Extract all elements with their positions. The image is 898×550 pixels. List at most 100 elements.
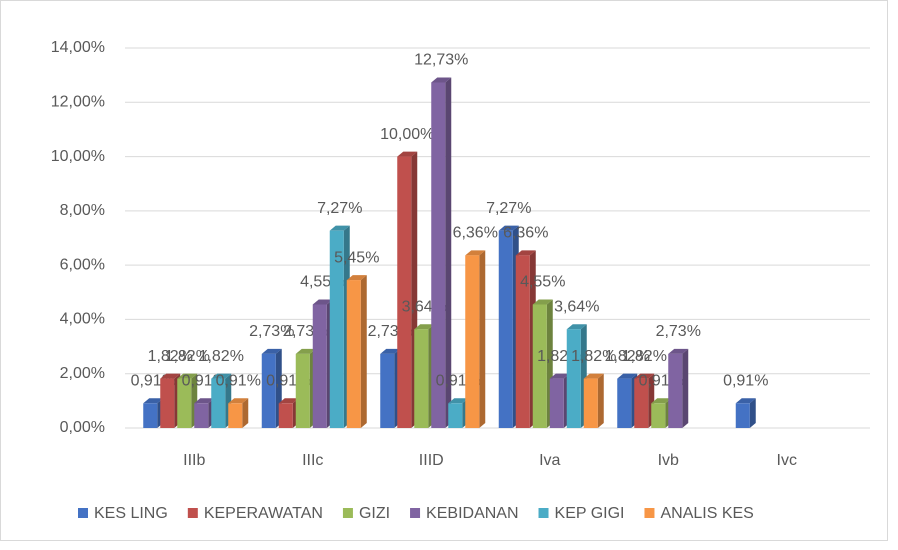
x-tick-label: IIIc — [302, 452, 323, 469]
bar — [228, 403, 243, 428]
bar-top — [346, 275, 367, 281]
data-label: 1,82% — [199, 348, 244, 365]
data-label: 6,36% — [453, 225, 498, 242]
bar-side — [360, 275, 367, 428]
x-tick-label: IIIb — [183, 452, 205, 469]
bar — [397, 156, 412, 429]
bar-top — [634, 373, 655, 379]
bar — [329, 230, 344, 428]
bar — [498, 230, 513, 428]
bar — [515, 255, 530, 428]
bar-top — [380, 348, 401, 354]
bar-top — [549, 373, 570, 379]
y-tick-label: 2,00% — [60, 365, 105, 382]
data-label: 7,27% — [317, 200, 362, 217]
bar-side — [445, 77, 452, 428]
y-tick-label: 6,00% — [60, 256, 105, 273]
bar-top — [617, 373, 638, 379]
bar — [448, 403, 463, 428]
data-label: 0,91% — [216, 373, 261, 390]
bar-top — [194, 398, 215, 404]
legend-swatch — [187, 508, 198, 518]
legend-label: KEP GIGI — [555, 505, 625, 522]
bar — [668, 353, 683, 428]
bar — [465, 255, 480, 428]
bar-top — [498, 225, 519, 231]
bar — [735, 403, 750, 428]
data-label: 4,55% — [520, 274, 565, 291]
bar-top — [177, 373, 198, 379]
data-label: 5,45% — [334, 249, 379, 266]
bar-top — [431, 77, 452, 83]
legend-swatch — [644, 508, 655, 518]
bar — [278, 403, 293, 428]
bar — [346, 280, 361, 428]
data-label: 7,27% — [486, 200, 531, 217]
bar-top — [515, 250, 536, 256]
bar — [160, 378, 175, 428]
legend-label: KEPERAWATAN — [204, 505, 323, 522]
legend-swatch — [78, 508, 88, 518]
bar-top — [448, 398, 469, 404]
bar — [194, 403, 209, 428]
legend-label: KES LING — [94, 505, 168, 522]
bar-top — [278, 398, 299, 404]
bar-side — [749, 398, 756, 428]
bar — [617, 378, 632, 428]
data-label: 2,73% — [249, 323, 294, 340]
bar — [566, 329, 581, 428]
legend-label: ANALIS KES — [660, 505, 753, 522]
bar — [211, 378, 226, 428]
bar-top — [143, 398, 164, 404]
bar-top — [532, 299, 553, 305]
data-label: 1,82% — [605, 348, 650, 365]
bar-side — [479, 250, 486, 428]
bar — [295, 353, 310, 428]
bar-top — [211, 373, 232, 379]
bar-top — [651, 398, 672, 404]
x-tick-label: IIID — [419, 452, 444, 469]
bar — [634, 378, 649, 428]
bar-top — [295, 348, 316, 354]
bar-top — [160, 373, 181, 379]
data-label: 10,00% — [380, 126, 434, 143]
legend-swatch — [538, 508, 549, 518]
bar-top — [414, 324, 435, 330]
bar-side — [597, 373, 604, 428]
bar-top — [329, 225, 350, 231]
legend-label: GIZI — [359, 505, 390, 522]
y-tick-label: 12,00% — [51, 94, 105, 111]
bar — [414, 329, 429, 428]
bar — [312, 304, 327, 428]
data-label: 12,73% — [414, 52, 468, 69]
x-tick-label: Iva — [539, 452, 560, 469]
bar-top — [261, 348, 282, 354]
data-label: 1,82% — [622, 348, 667, 365]
legend-label: KEBIDANAN — [426, 505, 518, 522]
y-tick-label: 0,00% — [60, 419, 105, 436]
x-tick-label: Ivb — [658, 452, 679, 469]
data-label: 1,82% — [571, 348, 616, 365]
bar — [380, 353, 395, 428]
bar — [177, 378, 192, 428]
y-tick-label: 4,00% — [60, 311, 105, 328]
x-tick-label: Ivc — [777, 452, 797, 469]
bar-top — [397, 151, 418, 157]
y-tick-label: 8,00% — [60, 202, 105, 219]
bar-top — [583, 373, 604, 379]
bar-top — [668, 348, 689, 354]
data-label: 6,36% — [503, 225, 548, 242]
data-label: 1,82% — [148, 348, 193, 365]
bar — [431, 82, 446, 428]
bar-side — [682, 348, 689, 428]
bar-top — [566, 324, 587, 330]
bar — [549, 378, 564, 428]
bar-top — [312, 299, 333, 305]
legend-swatch — [342, 508, 353, 518]
y-tick-label: 14,00% — [51, 39, 105, 56]
data-label: 3,64% — [554, 298, 599, 315]
bar-side — [242, 398, 249, 428]
y-tick-label: 10,00% — [51, 148, 105, 165]
bar — [532, 304, 547, 428]
